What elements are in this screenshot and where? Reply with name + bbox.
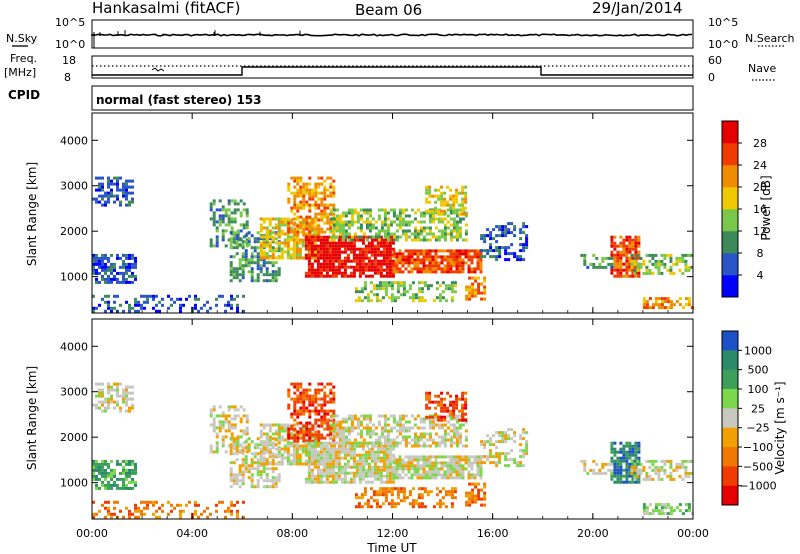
freq-panel: Freq. [MHz] 18 8 60 0 Nave <box>4 52 776 84</box>
colorbar-segment <box>722 369 738 390</box>
nsearch-tick-top: 10^5 <box>708 16 738 29</box>
range-tick-label: 3000 <box>60 386 88 399</box>
cpid-value: normal (fast stereo) 153 <box>96 93 262 107</box>
colorbar-tick-label: 1000 <box>744 344 772 357</box>
nsky-trace <box>91 33 692 37</box>
nsky-tick-bottom: 10^0 <box>55 38 85 51</box>
cpid-label: CPID <box>8 88 40 102</box>
colorbar-segment <box>722 187 738 210</box>
time-tick-label: 12:00 <box>377 527 409 540</box>
power-colorbar: 28 24 20 16 12 8 4 <box>721 120 767 298</box>
time-tick-label: 16:00 <box>477 527 509 540</box>
colorbar-tick-label: 100 <box>748 383 769 396</box>
range-tick-label: 1000 <box>60 271 88 284</box>
colorbar-tick-label: 500 <box>748 364 769 377</box>
colorbar-tick-label: 8 <box>757 247 764 260</box>
colorbar-segment <box>722 209 738 232</box>
colorbar-segment <box>722 466 738 486</box>
colorbar-segment <box>722 331 738 351</box>
range-tick-label: 2000 <box>60 225 88 238</box>
freq-unit-label: [MHz] <box>4 66 36 79</box>
velocity-data <box>92 382 694 519</box>
range-tick-label: 1000 <box>60 477 88 490</box>
colorbar-segment <box>722 143 738 166</box>
colorbar-segment <box>722 350 738 370</box>
colorbar-tick-label: 28 <box>753 137 767 150</box>
freq-tick-top: 18 <box>62 54 76 67</box>
nsearch-label: N.Search <box>745 32 795 45</box>
colorbar-segment <box>722 408 738 428</box>
power-yticks: 1000 2000 3000 4000 <box>60 134 693 284</box>
colorbar-tick-label: 25 <box>751 402 765 415</box>
range-tick-label: 4000 <box>60 134 88 147</box>
time-tick-label: 00:00 <box>76 527 108 540</box>
time-tick-label: 00:00 <box>677 527 709 540</box>
beam-title: Beam 06 <box>355 1 422 19</box>
freq-trace <box>92 66 693 76</box>
time-tick-label: 08:00 <box>276 527 308 540</box>
colorbar-segment <box>722 447 738 467</box>
freq-glitch <box>151 67 165 72</box>
nave-label: Nave <box>748 62 776 75</box>
colorbar-tick-label: −1000 <box>739 480 776 493</box>
colorbar-tick-label: −500 <box>743 460 773 473</box>
colorbar-tick-label: −25 <box>746 422 769 435</box>
power-colorbar-label: Power [dB] <box>759 175 773 240</box>
time-tick-label: 04:00 <box>176 527 208 540</box>
velocity-yticks: 1000 2000 3000 4000 <box>60 340 693 490</box>
colorbar-segment <box>722 485 738 506</box>
velocity-panel: 1000 2000 3000 4000 Slant Range [km] 1000 50… <box>25 318 787 520</box>
colorbar-segment <box>722 231 738 254</box>
colorbar-tick-label: 4 <box>757 269 764 282</box>
velocity-colorbar: 1000 500 100 25 −25 −100 −500 −1000 <box>721 330 777 506</box>
colorbar-tick-label: 16 <box>753 203 767 216</box>
nsearch-tick-bottom: 10^0 <box>708 38 738 51</box>
nsky-panel: N.Sky 10^5 10^0 10^5 10^0 N.Search <box>6 16 795 51</box>
colorbar-tick-label: 20 <box>753 181 767 194</box>
time-axis: 00:00 04:00 08:00 12:00 16:00 20:00 00:00 <box>76 113 709 540</box>
range-tick-label: 2000 <box>60 431 88 444</box>
cpid-panel: CPID normal (fast stereo) 153 <box>8 85 694 111</box>
power-panel: 1000 2000 3000 4000 Slant Range [km] 28 24 20… <box>25 112 773 314</box>
time-tick-label: 20:00 <box>577 527 609 540</box>
nsky-label: N.Sky <box>6 32 38 45</box>
colorbar-tick-label: 24 <box>753 159 767 172</box>
nave-tick-top: 60 <box>708 54 722 67</box>
station-title: Hankasalmi (fitACF) <box>92 0 240 17</box>
nsky-spikes <box>91 30 301 48</box>
power-ylabel: Slant Range [km] <box>25 162 39 266</box>
colorbar-segment <box>722 253 738 276</box>
freq-tick-bottom: 8 <box>64 71 71 84</box>
freq-label: Freq. <box>10 52 37 65</box>
power-data <box>92 176 694 313</box>
colorbar-segment <box>722 427 738 448</box>
colorbar-tick-label: −100 <box>743 441 773 454</box>
velocity-ylabel: Slant Range [km] <box>25 366 39 470</box>
colorbar-tick-label: 12 <box>753 225 767 238</box>
nsky-tick-top: 10^5 <box>55 16 85 29</box>
range-tick-label: 3000 <box>60 180 88 193</box>
time-axis-label: Time UT <box>366 541 417 554</box>
velocity-colorbar-label: Velocity [m s⁻¹] <box>773 381 787 474</box>
colorbar-segment <box>722 121 738 144</box>
nave-tick-bottom: 0 <box>708 71 715 84</box>
range-tick-label: 4000 <box>60 340 88 353</box>
date-title: 29/Jan/2014 <box>592 0 683 17</box>
colorbar-segment <box>722 389 738 409</box>
colorbar-segment <box>722 165 738 188</box>
colorbar-segment <box>722 275 738 298</box>
